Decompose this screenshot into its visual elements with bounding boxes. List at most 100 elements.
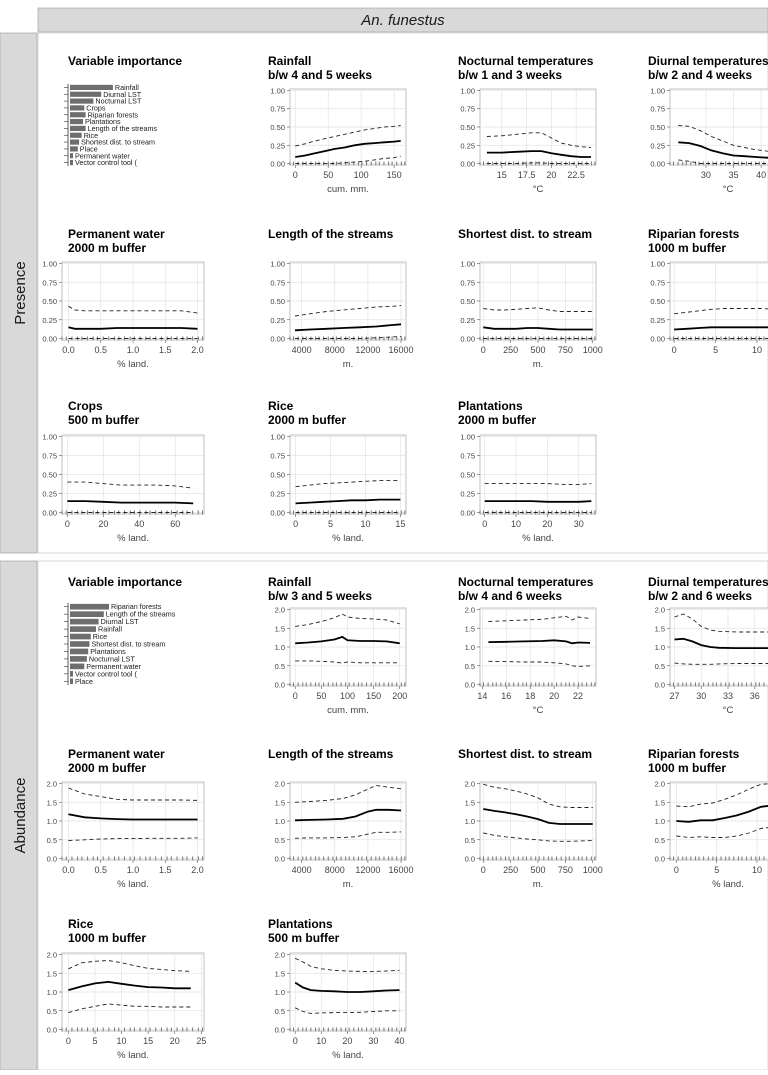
y-tick-label: 0.75 <box>460 105 475 114</box>
x-tick-label: 0 <box>672 345 677 355</box>
x-tick-label: 0 <box>293 1036 298 1046</box>
y-tick-label: 2.0 <box>465 780 475 789</box>
section-label: Abundance <box>12 778 29 854</box>
y-tick-label: 1.0 <box>47 988 57 997</box>
x-tick-label: 150 <box>366 691 381 701</box>
x-tick-label: 15 <box>497 170 507 180</box>
x-axis-label: °C <box>533 705 544 716</box>
panel-title: 2000 m buffer <box>68 761 146 775</box>
x-tick-label: 14 <box>477 691 487 701</box>
y-tick-label: 0.5 <box>47 836 57 845</box>
panel-title: Diurnal temperatures <box>648 575 768 589</box>
importance-bar <box>70 160 73 165</box>
y-tick-label: 1.0 <box>655 817 665 826</box>
x-axis-label: °C <box>723 705 734 716</box>
x-tick-label: 1.0 <box>127 865 140 875</box>
panel-title: Shortest dist. to stream <box>458 227 592 241</box>
y-tick-label: 0.00 <box>650 335 665 344</box>
y-tick-label: 2.0 <box>47 951 57 960</box>
y-tick-label: 1.0 <box>275 817 285 826</box>
x-tick-label: 1.0 <box>127 345 140 355</box>
x-axis-label: m. <box>343 879 354 890</box>
y-tick-label: 0.25 <box>460 141 475 150</box>
y-tick-label: 0.75 <box>650 105 665 114</box>
importance-bar <box>70 634 91 640</box>
panel: Length of the streams0.000.250.500.751.0… <box>268 227 414 370</box>
panel-title: 1000 m buffer <box>648 241 726 255</box>
panel-title: Shortest dist. to stream <box>458 747 592 761</box>
y-tick-label: 0.25 <box>270 316 285 325</box>
panel-title: Nocturnal temperatures <box>458 54 594 68</box>
x-tick-label: 5 <box>328 519 333 529</box>
y-tick-label: 1.5 <box>465 624 475 633</box>
y-tick-label: 2.0 <box>275 606 285 615</box>
y-tick-label: 2.0 <box>275 780 285 789</box>
y-tick-label: 0.75 <box>270 278 285 287</box>
importance-bar <box>70 649 88 655</box>
x-axis-label: % land. <box>332 533 364 544</box>
y-tick-label: 0.0 <box>655 681 665 690</box>
x-tick-label: 50 <box>316 691 326 701</box>
panel-title: b/w 3 and 5 weeks <box>268 589 372 603</box>
x-axis-label: m. <box>343 359 354 370</box>
y-tick-label: 0.5 <box>47 1007 57 1016</box>
y-tick-label: 0.00 <box>42 335 57 344</box>
y-tick-label: 0.00 <box>270 160 285 169</box>
panel-title: b/w 2 and 4 weeks <box>648 68 752 82</box>
importance-bar <box>70 133 82 138</box>
x-tick-label: 30 <box>574 519 584 529</box>
y-tick-label: 1.00 <box>650 260 665 269</box>
importance-bar <box>70 105 84 110</box>
panel-title: Variable importance <box>68 575 182 589</box>
panel-title: Rainfall <box>268 575 311 589</box>
panel-title: Plantations <box>268 917 333 931</box>
x-tick-label: 10 <box>360 519 370 529</box>
x-tick-label: 10 <box>511 519 521 529</box>
panel-title: Permanent water <box>68 747 165 761</box>
x-tick-label: 30 <box>368 1036 378 1046</box>
x-tick-label: 20 <box>549 691 559 701</box>
y-tick-label: 0.5 <box>275 1007 285 1016</box>
y-tick-label: 0.5 <box>465 836 475 845</box>
x-axis-label: % land. <box>712 879 744 890</box>
importance-bar <box>70 119 83 124</box>
section-label: Presence <box>12 261 29 324</box>
x-tick-label: 40 <box>394 1036 404 1046</box>
y-tick-label: 2.0 <box>275 951 285 960</box>
panel-title: b/w 1 and 3 weeks <box>458 68 562 82</box>
x-tick-label: 0 <box>481 865 486 875</box>
panel-title: 2000 m buffer <box>68 241 146 255</box>
y-tick-label: 1.0 <box>275 643 285 652</box>
x-tick-label: 27 <box>669 691 679 701</box>
x-tick-label: 0 <box>674 865 679 875</box>
panel-title: 2000 m buffer <box>268 413 346 427</box>
x-axis-label: cum. mm. <box>327 705 369 716</box>
x-tick-label: 5 <box>92 1036 97 1046</box>
y-tick-label: 0.00 <box>460 335 475 344</box>
y-tick-label: 2.0 <box>655 780 665 789</box>
x-tick-label: 30 <box>696 691 706 701</box>
x-axis-label: % land. <box>117 359 149 370</box>
panel-title: Riparian forests <box>648 747 740 761</box>
y-tick-label: 0.50 <box>460 471 475 480</box>
panel-title: Diurnal temperatures <box>648 54 768 68</box>
y-tick-label: 2.0 <box>465 606 475 615</box>
y-tick-label: 1.00 <box>270 86 285 95</box>
importance-label: Place <box>75 677 93 686</box>
x-tick-label: 500 <box>530 345 545 355</box>
x-tick-label: 250 <box>503 345 518 355</box>
panel-title: b/w 4 and 6 weeks <box>458 589 562 603</box>
y-tick-label: 0.5 <box>275 662 285 671</box>
y-tick-label: 1.5 <box>655 624 665 633</box>
y-tick-label: 0.75 <box>270 105 285 114</box>
x-tick-label: 1.5 <box>159 865 172 875</box>
panel-title: Length of the streams <box>268 227 394 241</box>
x-tick-label: 16000 <box>389 345 414 355</box>
x-tick-label: 20 <box>546 170 556 180</box>
